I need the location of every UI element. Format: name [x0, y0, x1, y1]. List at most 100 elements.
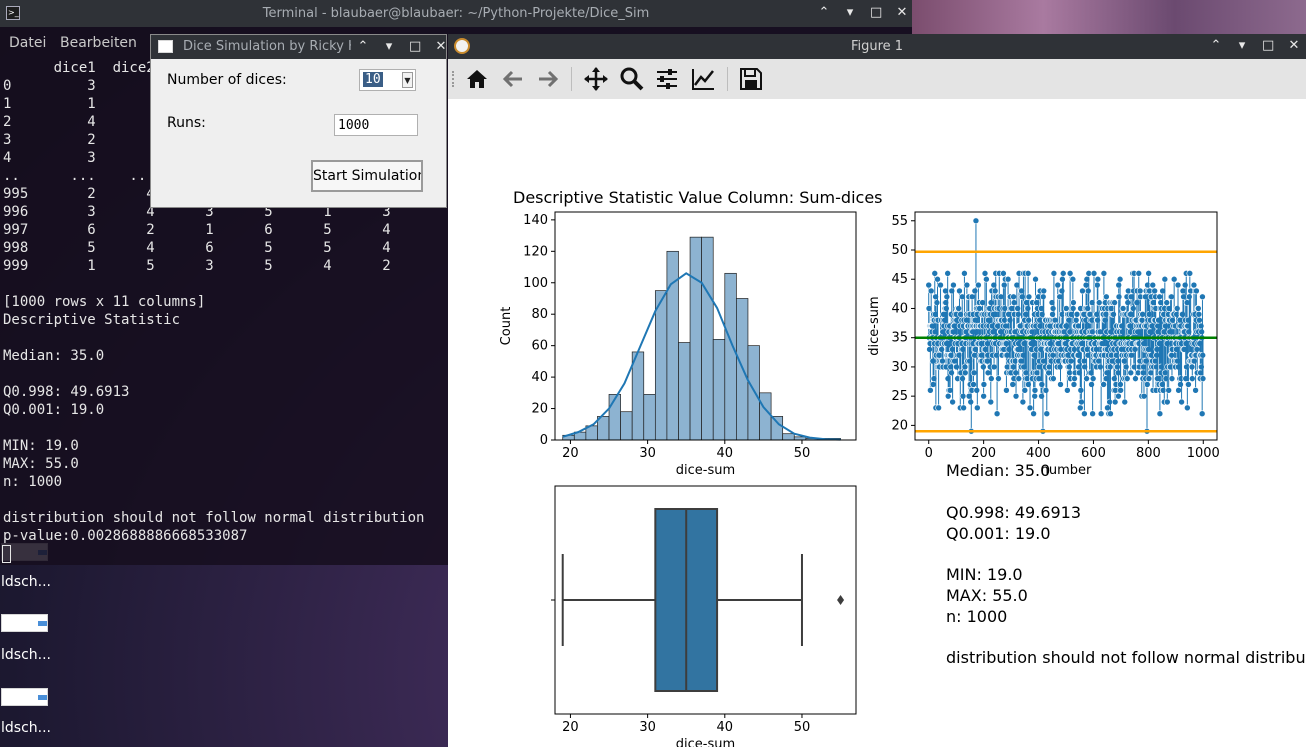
scatter-point	[987, 299, 995, 306]
desktop-file-thumbnail[interactable]	[1, 614, 48, 632]
scatter-point	[1104, 404, 1111, 412]
y-tick-label: 30	[891, 360, 908, 375]
y-tick-label: 25	[891, 389, 908, 404]
customize-icon[interactable]	[690, 66, 716, 92]
keep-above-icon[interactable]: ⌃	[818, 5, 830, 20]
histogram-bar	[747, 345, 760, 441]
scatter-point	[1045, 363, 1053, 371]
subplots-icon[interactable]	[654, 66, 680, 92]
minimize-icon[interactable]: ▾	[846, 5, 854, 20]
close-icon[interactable]: ✕	[1288, 38, 1300, 53]
scatter-point	[995, 375, 1002, 382]
save-icon[interactable]	[738, 66, 764, 92]
scatter-point	[1103, 293, 1110, 301]
scatter-point	[1151, 287, 1158, 295]
figure-canvas[interactable]: Descriptive Statistic Value Column: Sum-…	[448, 99, 1306, 747]
y-tick-label: 20	[531, 402, 548, 417]
scatter-point	[1097, 410, 1105, 417]
scatter-point	[1026, 404, 1034, 412]
toolbar-grip[interactable]	[452, 71, 456, 87]
scatter-point	[1024, 270, 1032, 277]
scatter-point	[1181, 281, 1189, 289]
menu-datei[interactable]: Datei	[9, 35, 47, 51]
scatter-point	[967, 398, 975, 406]
histogram-bar	[782, 433, 795, 441]
scatter-point	[1066, 369, 1073, 377]
scatter-point	[1089, 375, 1097, 382]
y-axis-label: Count	[499, 307, 514, 346]
maximize-icon[interactable]: □	[1262, 38, 1275, 53]
keep-above-icon[interactable]: ⌃	[357, 39, 369, 54]
scatter-point	[1177, 381, 1184, 388]
y-tick-label: 120	[523, 244, 548, 259]
table-row: 998 5 4 6 5 5 4	[3, 240, 391, 256]
scatter-point	[1071, 375, 1078, 382]
table-row: 999 1 5 3 5 4 2	[3, 258, 391, 274]
scatter-point	[1050, 375, 1057, 382]
figure-window[interactable]: Figure 1 ⌃ ▾ □ ✕	[448, 34, 1306, 747]
dices-spinbox[interactable]: 10 ▼	[359, 69, 416, 91]
scatter-point	[938, 346, 945, 353]
desktop-file-label[interactable]: ldsch...	[1, 574, 51, 590]
close-icon[interactable]: ✕	[435, 39, 447, 54]
close-icon[interactable]: ✕	[896, 5, 908, 20]
scatter-point	[946, 387, 954, 394]
dialog-titlebar[interactable]: Dice Simulation by Ricky He ⌃ ▾ □ ✕	[151, 35, 446, 59]
menu-bearbeiten[interactable]: Bearbeiten	[60, 35, 137, 51]
scatter-point	[1090, 270, 1098, 277]
desktop-file-label[interactable]: ldsch...	[1, 720, 51, 736]
home-icon[interactable]	[464, 66, 490, 92]
scatter-point	[1045, 369, 1053, 377]
terminal-titlebar[interactable]: >_ Terminal - blaubaer@blaubaer: ~/Pytho…	[0, 0, 912, 27]
scatter-point	[959, 392, 967, 400]
runs-input[interactable]: 1000	[334, 114, 418, 136]
table-row: 1 1	[3, 96, 96, 112]
scatter-point	[1117, 387, 1124, 394]
scatter-point	[960, 404, 967, 412]
scatter-point	[1193, 287, 1200, 295]
scatter-point	[1145, 375, 1153, 382]
maximize-icon[interactable]: □	[870, 5, 883, 20]
histogram-bar	[654, 290, 668, 441]
scatter-point	[1159, 287, 1166, 295]
scatter-point	[1100, 381, 1107, 388]
scatter-point	[1010, 299, 1018, 306]
desktop-file-thumbnail[interactable]	[1, 688, 48, 706]
dices-value[interactable]: 10	[363, 72, 383, 87]
scatter-point	[1165, 387, 1172, 394]
scatter-point	[1038, 392, 1045, 400]
scatter-point	[1115, 392, 1122, 400]
stats-line: Q0.998: 49.6913	[946, 503, 1082, 522]
scatter-point	[929, 381, 937, 388]
minimize-icon[interactable]: ▾	[1238, 38, 1246, 53]
x-tick-label: 20	[562, 446, 579, 461]
scatter-point	[1057, 381, 1064, 388]
y-tick-label: 55	[891, 214, 908, 229]
x-tick-label: 400	[1026, 446, 1051, 461]
minimize-icon[interactable]: ▾	[385, 39, 393, 54]
scatter-point	[939, 357, 946, 365]
keep-above-icon[interactable]: ⌃	[1210, 38, 1222, 53]
figure-titlebar[interactable]: Figure 1 ⌃ ▾ □ ✕	[448, 34, 1306, 59]
scatter-point	[927, 287, 935, 295]
scatter-point	[1190, 281, 1198, 289]
scatter-point	[961, 369, 969, 377]
scatter-point	[990, 363, 998, 371]
scatter-point	[980, 381, 988, 388]
runs-label: Runs:	[167, 115, 206, 131]
back-icon[interactable]	[500, 66, 526, 92]
pan-icon[interactable]	[583, 66, 609, 92]
scatter-point	[1039, 293, 1047, 301]
dice-simulation-dialog[interactable]: Dice Simulation by Ricky He ⌃ ▾ □ ✕ Numb…	[150, 34, 447, 208]
start-simulation-button[interactable]: Start Simulation	[311, 160, 423, 192]
scatter-point	[1127, 369, 1135, 377]
zoom-icon[interactable]	[619, 66, 645, 92]
scatter-point	[1170, 275, 1178, 283]
chevron-down-icon[interactable]: ▼	[402, 72, 413, 88]
scatter-point	[953, 363, 960, 371]
maximize-icon[interactable]: □	[409, 39, 422, 54]
desktop-file-label[interactable]: ldsch...	[1, 647, 51, 663]
forward-icon[interactable]	[535, 66, 561, 92]
scatter-point	[1073, 311, 1081, 318]
output-line: Q0.001: 19.0	[3, 402, 105, 418]
